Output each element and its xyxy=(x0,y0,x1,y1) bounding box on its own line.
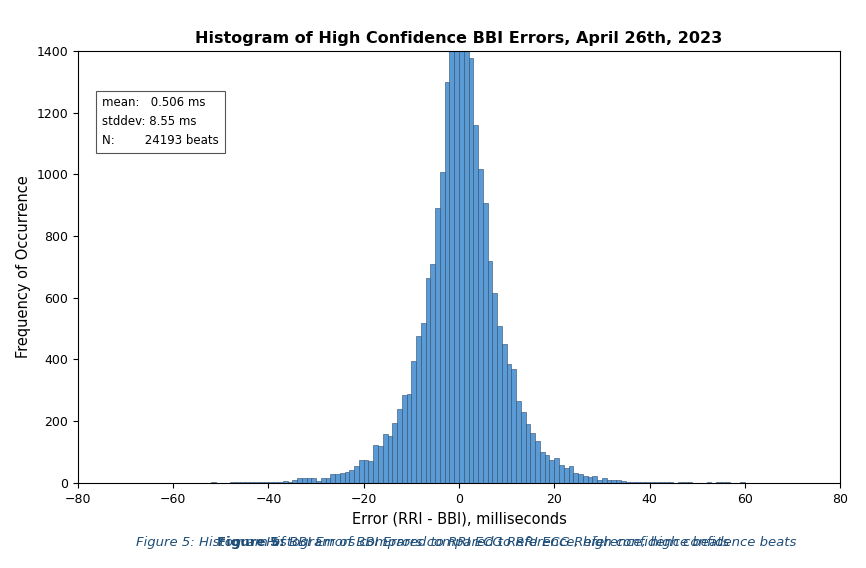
Bar xyxy=(383,435,387,483)
Bar xyxy=(359,460,364,483)
Bar xyxy=(316,481,320,483)
Bar xyxy=(449,48,454,483)
Bar xyxy=(602,478,606,483)
Bar xyxy=(339,473,345,483)
Bar xyxy=(416,336,421,483)
Bar xyxy=(411,361,416,483)
Bar xyxy=(540,452,545,483)
Text: Figure 5:: Figure 5: xyxy=(217,536,285,549)
Bar xyxy=(598,481,602,483)
Bar xyxy=(592,476,598,483)
Bar xyxy=(497,325,501,483)
Bar xyxy=(312,478,316,483)
Bar xyxy=(502,344,507,483)
Bar xyxy=(578,474,583,483)
Bar xyxy=(440,172,444,483)
Bar xyxy=(244,482,249,483)
Bar xyxy=(573,473,578,483)
Bar xyxy=(617,480,621,483)
Bar xyxy=(335,474,339,483)
Bar xyxy=(445,82,449,483)
Text: Figure 5: Histogram of BBI Errors compared to RRI ECG Reference, high confidence: Figure 5: Histogram of BBI Errors compar… xyxy=(137,536,729,549)
Bar xyxy=(636,482,640,483)
Bar xyxy=(345,473,349,483)
Bar xyxy=(526,424,530,483)
Bar xyxy=(521,412,526,483)
Bar xyxy=(535,441,540,483)
Bar xyxy=(407,394,411,483)
Bar xyxy=(564,467,568,483)
Bar xyxy=(516,401,521,483)
Bar xyxy=(463,0,469,483)
Bar xyxy=(483,203,488,483)
Bar xyxy=(387,436,392,483)
Bar xyxy=(368,461,373,483)
Bar xyxy=(378,446,383,483)
Bar xyxy=(655,482,659,483)
Bar xyxy=(459,0,463,483)
Bar xyxy=(549,460,554,483)
Bar xyxy=(307,478,311,483)
Bar xyxy=(469,58,473,483)
Bar xyxy=(268,482,273,483)
Bar xyxy=(397,409,402,483)
Bar xyxy=(430,264,435,483)
Bar xyxy=(373,445,378,483)
Bar xyxy=(726,482,731,483)
Bar xyxy=(392,423,397,483)
Bar xyxy=(435,208,440,483)
Bar xyxy=(669,482,674,483)
Bar xyxy=(478,169,483,483)
Bar xyxy=(473,124,478,483)
Bar xyxy=(301,478,307,483)
Bar xyxy=(621,481,625,483)
Text: Figure 5:: Figure 5: xyxy=(399,536,467,549)
Bar xyxy=(425,278,430,483)
Bar xyxy=(211,482,216,483)
Bar xyxy=(402,395,406,483)
Bar xyxy=(507,365,511,483)
Bar xyxy=(644,482,650,483)
Bar xyxy=(554,458,559,483)
Bar xyxy=(454,0,459,483)
Bar xyxy=(625,482,630,483)
Bar xyxy=(650,482,655,483)
Bar xyxy=(606,480,611,483)
Text: mean:   0.506 ms
stddev: 8.55 ms
N:        24193 beats: mean: 0.506 ms stddev: 8.55 ms N: 24193 … xyxy=(102,97,219,148)
Bar xyxy=(364,460,368,483)
Bar xyxy=(678,482,682,483)
Bar xyxy=(326,478,330,483)
Bar xyxy=(354,466,359,483)
Bar xyxy=(297,478,301,483)
X-axis label: Error (RRI - BBI), milliseconds: Error (RRI - BBI), milliseconds xyxy=(352,511,566,526)
Bar xyxy=(492,294,497,483)
Bar xyxy=(320,478,326,483)
Y-axis label: Frequency of Occurrence: Frequency of Occurrence xyxy=(16,176,31,358)
Bar xyxy=(254,482,259,483)
Bar xyxy=(273,482,278,483)
Bar xyxy=(530,433,535,483)
Bar xyxy=(630,482,636,483)
Bar xyxy=(583,476,587,483)
Bar xyxy=(288,482,292,483)
Bar xyxy=(587,477,592,483)
Bar xyxy=(330,474,335,483)
Bar xyxy=(488,261,492,483)
Bar xyxy=(663,482,669,483)
Bar xyxy=(292,481,297,483)
Bar xyxy=(568,466,573,483)
Bar xyxy=(559,465,564,483)
Bar xyxy=(278,482,282,483)
Title: Histogram of High Confidence BBI Errors, April 26th, 2023: Histogram of High Confidence BBI Errors,… xyxy=(196,31,722,46)
Bar xyxy=(611,480,617,483)
Bar xyxy=(282,481,288,483)
Bar xyxy=(349,470,354,483)
Text: Histogram of BBI Errors compared to RRI ECG Reference, high confidence beats: Histogram of BBI Errors compared to RRI … xyxy=(262,536,797,549)
Bar xyxy=(511,369,516,483)
Bar xyxy=(545,455,549,483)
Bar xyxy=(421,323,425,483)
